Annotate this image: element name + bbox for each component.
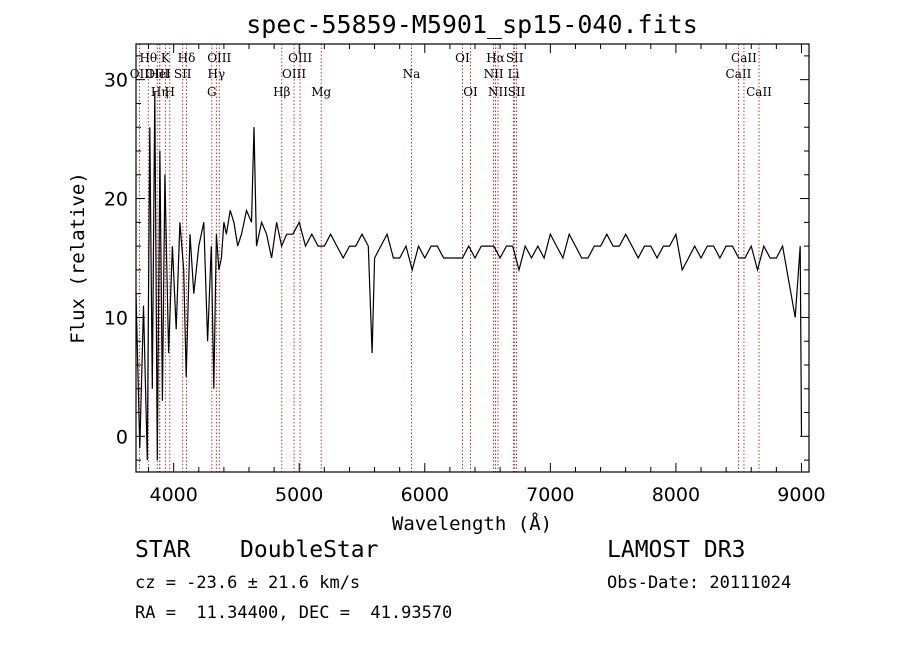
marker-label: OIII (207, 51, 231, 65)
marker-label: NII (488, 85, 508, 99)
marker-label: SII (508, 85, 526, 99)
marker-label: Hα (486, 51, 505, 65)
marker-label: SII (506, 51, 524, 65)
marker-label: HeI (149, 67, 172, 81)
marker-label: OII (130, 67, 150, 81)
plot-frame (135, 43, 810, 473)
y-tick-label: 0 (116, 426, 128, 448)
x-tick-label: 7000 (526, 484, 574, 506)
marker-label: NII (484, 67, 504, 81)
marker-label: OIII (145, 67, 169, 81)
marker-label: OIII (288, 51, 312, 65)
marker-label: H (165, 85, 175, 99)
spectrum-line (135, 91, 803, 461)
marker-label: CaII (726, 67, 752, 81)
marker-label: CaII (731, 51, 757, 65)
y-axis: 0 10 20 30 (104, 55, 809, 461)
marker-label: OIII (282, 67, 306, 81)
marker-label: OI (455, 51, 470, 65)
x-tick-label: 4000 (149, 484, 197, 506)
survey-name: LAMOST DR3 (607, 537, 746, 563)
chart-title: spec-55859-M5901_sp15-040.fits (246, 10, 698, 39)
x-axis-label: Wavelength (Å) (392, 512, 552, 535)
marker-label: CaII (746, 85, 772, 99)
marker-label: K (161, 51, 171, 65)
y-tick-label: 20 (104, 189, 128, 211)
coordinates: RA = 11.34400, DEC = 41.93570 (135, 603, 453, 623)
marker-label: Hθ (139, 51, 157, 65)
y-tick-label: 10 (104, 307, 128, 329)
marker-label: Na (403, 67, 421, 81)
object-subclass: DoubleStar (240, 537, 379, 563)
marker-label: Li (508, 67, 520, 81)
y-axis-label: Flux (relative) (67, 172, 89, 344)
x-axis: 4000 5000 6000 7000 8000 9000 (148, 44, 826, 506)
x-tick-label: 5000 (275, 484, 323, 506)
object-class: STAR (135, 537, 191, 563)
marker-label: Hβ (273, 85, 290, 99)
marker-label: Hδ (178, 51, 196, 65)
marker-label: G (207, 85, 217, 99)
marker-label: Hγ (208, 67, 226, 81)
x-tick-label: 9000 (777, 484, 825, 506)
marker-label: SII (174, 67, 192, 81)
y-tick-label: 30 (104, 70, 128, 92)
x-tick-label: 6000 (401, 484, 449, 506)
redshift-velocity: cz = -23.6 ± 21.6 km/s (135, 573, 361, 593)
marker-label: OI (463, 85, 478, 99)
x-tick-label: 8000 (652, 484, 700, 506)
marker-label: Mg (311, 85, 331, 99)
observation-date: Obs-Date: 20111024 (607, 573, 792, 593)
